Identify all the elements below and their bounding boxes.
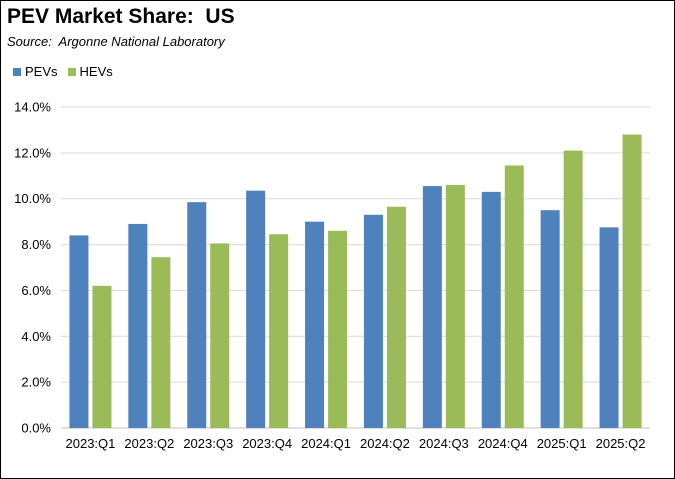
y-tick-label: 8.0% [21, 237, 51, 252]
bar-hevs-2024-q1 [328, 230, 348, 428]
bar-hevs-2023-q2 [151, 257, 171, 428]
x-axis-ticks: 2023:Q1 2023:Q2 2023:Q3 2023:Q4 2024:Q1 2024:… [66, 436, 646, 451]
bar-hevs-2023-q1 [92, 285, 112, 428]
x-tick-label: 2025:Q1 [537, 436, 587, 451]
x-tick-label: 2023:Q2 [124, 436, 174, 451]
x-tick-label: 2023:Q4 [242, 436, 292, 451]
bar-pevs-2024-q4 [481, 191, 501, 428]
x-tick-label: 2023:Q1 [66, 436, 116, 451]
grid-layer [61, 106, 650, 429]
bar-pevs-2023-q3 [187, 202, 207, 428]
legend: PEVs HEVs [13, 64, 123, 79]
y-tick-label: 12.0% [14, 145, 51, 160]
x-tick-label: 2024:Q4 [478, 436, 528, 451]
y-axis-ticks: 0.0% 2.0% 4.0% 6.0% 8.0% 10.0% 12.0% 14.0% [14, 100, 51, 436]
x-tick-label: 2023:Q3 [183, 436, 233, 451]
bar-pevs-2023-q1 [69, 235, 89, 428]
bar-hevs-2024-q2 [386, 206, 406, 428]
bar-hevs-2023-q4 [269, 234, 289, 428]
chart-title: PEV Market Share: US [7, 5, 235, 28]
bar-hevs-2025-q1 [563, 150, 583, 429]
bar-pevs-2025-q2 [599, 227, 619, 428]
x-tick-label: 2024:Q1 [301, 436, 351, 451]
y-tick-label: 14.0% [14, 100, 51, 115]
y-tick-label: 6.0% [21, 283, 51, 298]
bar-hevs-2023-q3 [210, 243, 230, 428]
legend-swatch-hevs [67, 67, 76, 76]
y-tick-label: 0.0% [21, 421, 51, 436]
bar-hevs-2024-q3 [445, 184, 465, 428]
y-tick-label: 10.0% [14, 191, 51, 206]
y-tick-label: 4.0% [21, 329, 51, 344]
x-tick-label: 2024:Q2 [360, 436, 410, 451]
chart-subtitle: Source: Argonne National Laboratory [7, 34, 225, 49]
bar-pevs-2024-q3 [422, 186, 442, 428]
x-tick-label: 2024:Q3 [419, 436, 469, 451]
legend-item-pevs: PEVs [13, 64, 58, 79]
bar-hevs-2025-q2 [622, 134, 642, 428]
bar-pevs-2023-q2 [128, 223, 148, 428]
bar-pevs-2025-q1 [540, 210, 560, 428]
bar-hevs-2024-q4 [504, 165, 524, 429]
x-tick-label: 2025:Q2 [596, 436, 646, 451]
bar-pevs-2024-q2 [363, 214, 383, 428]
bar-pevs-2023-q4 [246, 190, 266, 428]
y-tick-label: 2.0% [21, 375, 51, 390]
legend-swatch-pevs [13, 67, 21, 76]
legend-item-hevs: HEVs [67, 64, 113, 79]
legend-label-hevs: HEVs [79, 64, 113, 79]
bar-pevs-2024-q1 [305, 221, 325, 428]
legend-label-pevs: PEVs [25, 64, 58, 79]
bar-layer [69, 134, 642, 429]
